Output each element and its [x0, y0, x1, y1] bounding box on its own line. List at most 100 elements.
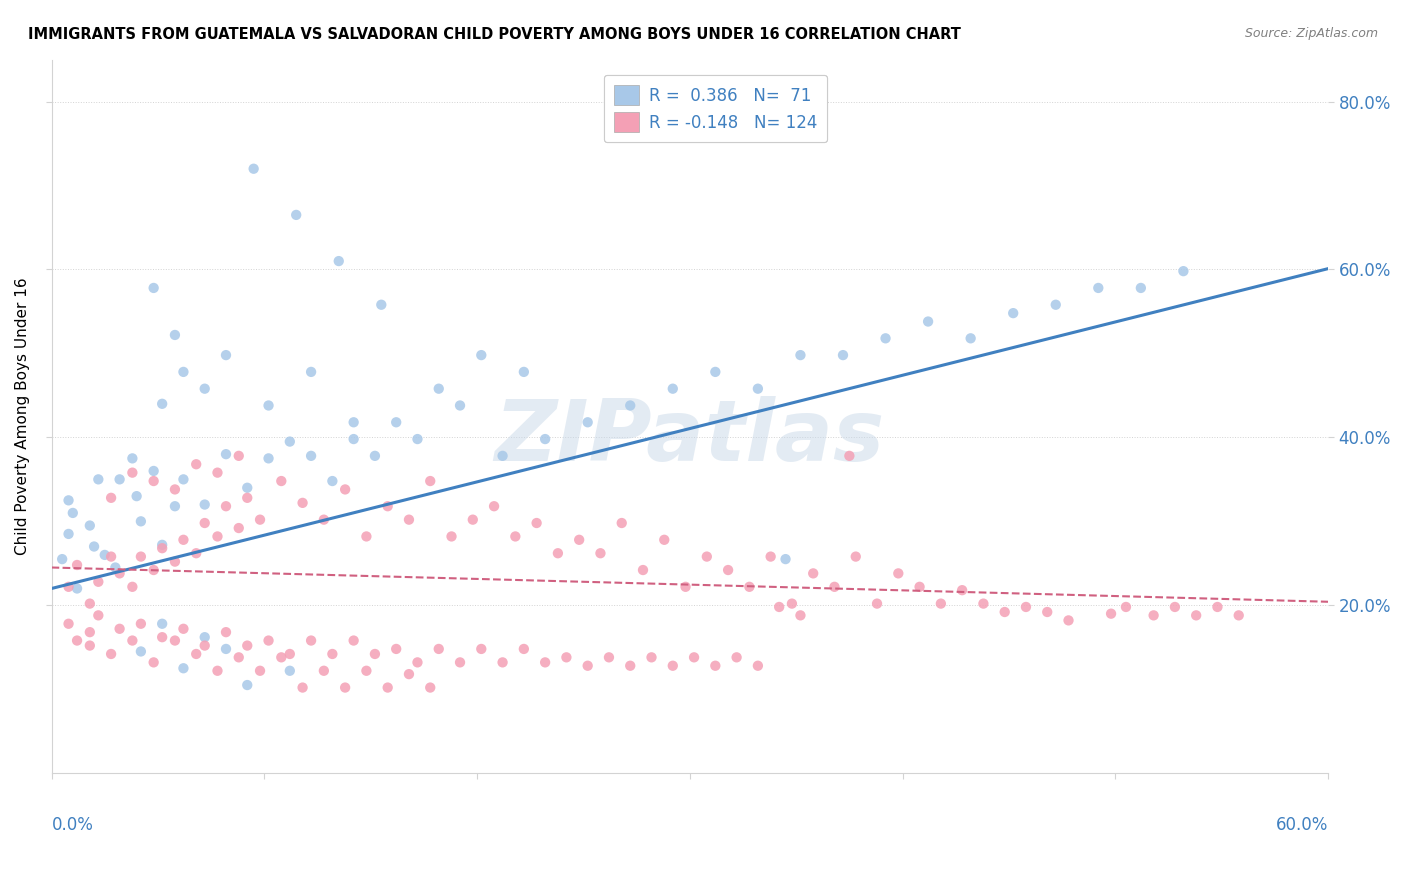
Point — [838, 449, 860, 463]
Point — [534, 432, 557, 446]
Point — [356, 529, 378, 543]
Point — [236, 639, 259, 653]
Point — [789, 348, 811, 362]
Point — [576, 415, 599, 429]
Point — [427, 642, 450, 657]
Point — [725, 650, 748, 665]
Point — [333, 483, 356, 497]
Point — [312, 664, 335, 678]
Point — [58, 493, 80, 508]
Point — [215, 642, 238, 657]
Point — [768, 599, 790, 614]
Point — [675, 580, 697, 594]
Text: ZIPatlas: ZIPatlas — [495, 396, 884, 479]
Point — [121, 451, 143, 466]
Point — [87, 472, 110, 486]
Point — [775, 552, 797, 566]
Point — [270, 650, 292, 665]
Text: IMMIGRANTS FROM GUATEMALA VS SALVADORAN CHILD POVERTY AMONG BOYS UNDER 16 CORREL: IMMIGRANTS FROM GUATEMALA VS SALVADORAN … — [28, 27, 960, 42]
Point — [172, 622, 194, 636]
Point — [58, 580, 80, 594]
Point — [83, 540, 105, 554]
Point — [312, 513, 335, 527]
Point — [780, 597, 803, 611]
Point — [461, 513, 484, 527]
Point — [228, 650, 250, 665]
Legend: R =  0.386   N=  71, R = -0.148   N= 124: R = 0.386 N= 71, R = -0.148 N= 124 — [603, 75, 827, 143]
Point — [356, 664, 378, 678]
Point — [1036, 605, 1059, 619]
Point — [108, 472, 131, 486]
Point — [186, 546, 208, 560]
Point — [142, 656, 165, 670]
Point — [662, 658, 685, 673]
Point — [370, 298, 392, 312]
Point — [150, 541, 173, 556]
Point — [526, 516, 548, 530]
Point — [66, 558, 89, 572]
Point — [194, 382, 217, 396]
Point — [249, 664, 271, 678]
Point — [104, 560, 127, 574]
Point — [236, 481, 259, 495]
Point — [299, 365, 322, 379]
Point — [555, 650, 578, 665]
Point — [79, 518, 101, 533]
Point — [142, 281, 165, 295]
Point — [576, 658, 599, 673]
Text: 0.0%: 0.0% — [52, 816, 93, 834]
Point — [717, 563, 740, 577]
Point — [163, 633, 186, 648]
Point — [845, 549, 868, 564]
Point — [207, 466, 229, 480]
Point — [789, 608, 811, 623]
Point — [652, 533, 675, 547]
Point — [683, 650, 706, 665]
Point — [640, 650, 662, 665]
Point — [364, 449, 387, 463]
Point — [228, 521, 250, 535]
Point — [121, 466, 143, 480]
Point — [470, 642, 492, 657]
Point — [385, 415, 408, 429]
Point — [1045, 298, 1067, 312]
Point — [908, 580, 931, 594]
Point — [125, 489, 148, 503]
Point — [333, 681, 356, 695]
Point — [142, 464, 165, 478]
Point — [79, 639, 101, 653]
Point — [194, 639, 217, 653]
Point — [278, 664, 301, 678]
Point — [150, 397, 173, 411]
Point — [79, 597, 101, 611]
Point — [66, 633, 89, 648]
Point — [759, 549, 782, 564]
Point — [419, 681, 441, 695]
Point — [398, 513, 420, 527]
Point — [278, 434, 301, 449]
Text: Source: ZipAtlas.com: Source: ZipAtlas.com — [1244, 27, 1378, 40]
Point — [887, 566, 910, 581]
Point — [440, 529, 463, 543]
Point — [51, 552, 73, 566]
Point — [62, 506, 84, 520]
Point — [194, 498, 217, 512]
Point — [491, 449, 513, 463]
Point — [343, 432, 366, 446]
Point — [1115, 599, 1137, 614]
Point — [87, 574, 110, 589]
Point — [172, 472, 194, 486]
Point — [662, 382, 685, 396]
Point — [950, 583, 973, 598]
Point — [172, 365, 194, 379]
Point — [1227, 608, 1250, 623]
Point — [343, 415, 366, 429]
Point — [738, 580, 761, 594]
Point — [704, 365, 727, 379]
Point — [100, 549, 122, 564]
Point — [108, 622, 131, 636]
Point — [242, 161, 264, 176]
Point — [172, 533, 194, 547]
Point — [278, 647, 301, 661]
Point — [470, 348, 492, 362]
